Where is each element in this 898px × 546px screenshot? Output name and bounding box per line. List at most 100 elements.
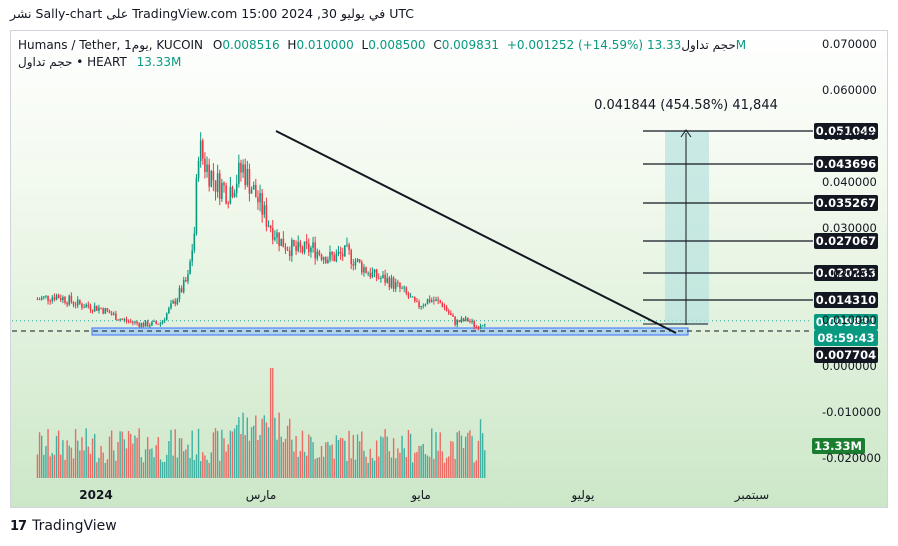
volume-bar <box>433 458 435 478</box>
target-label: 0.043696 <box>816 157 876 171</box>
candle-body <box>327 259 329 264</box>
candle <box>397 279 399 287</box>
candle-body <box>382 274 384 279</box>
candle-body <box>314 242 316 259</box>
volume-bar <box>265 422 268 478</box>
candle-body <box>149 325 151 327</box>
candle <box>144 319 147 327</box>
candle-body <box>380 278 382 279</box>
candle <box>407 291 410 300</box>
volume-bar <box>77 440 79 478</box>
volume-bar <box>236 424 238 478</box>
candle <box>127 319 130 324</box>
candle <box>369 267 372 279</box>
candle <box>117 319 119 321</box>
candle-body <box>397 282 399 284</box>
candle-body <box>301 247 304 253</box>
candle <box>214 180 217 201</box>
legend-symbol[interactable]: Humans / Tether, 1يوم, KUCOIN <box>18 38 204 52</box>
candle <box>280 238 283 247</box>
candle <box>259 184 261 212</box>
target-label-bg <box>814 292 878 308</box>
chart-canvas[interactable]: 0.051049 0.043696 0.035267 0.027067 0.020233… <box>0 0 898 510</box>
candle <box>43 296 45 300</box>
candle-body <box>255 184 257 198</box>
volume-bar <box>66 440 68 478</box>
y-tick-label: 0.020000 <box>822 267 877 281</box>
arrow-head-icon <box>680 129 692 138</box>
volume-bar <box>401 435 403 478</box>
candle <box>416 298 418 303</box>
candle-body <box>435 299 437 302</box>
candle <box>291 237 293 262</box>
candle-body <box>125 319 128 322</box>
volume-bar <box>104 462 106 478</box>
candle-body <box>467 317 469 322</box>
legend-close-label: C <box>433 38 442 52</box>
candle-body <box>363 267 365 273</box>
candle-body <box>303 241 306 253</box>
brand[interactable]: 17 TradingView <box>10 518 117 534</box>
candle <box>303 241 306 255</box>
candle <box>255 178 257 198</box>
candle-body <box>441 302 444 307</box>
volume-bar <box>361 431 363 478</box>
legend-volume-indicator: حجم تداول • HEART 13.33M <box>18 55 181 69</box>
volume-bar <box>303 451 306 478</box>
candle-body <box>129 321 132 323</box>
candle-body <box>87 304 90 307</box>
candle-body <box>102 308 104 314</box>
candle-body <box>407 293 410 298</box>
candle-body <box>110 313 113 315</box>
volume-bar <box>132 443 134 478</box>
candle <box>282 231 285 248</box>
y-tick-label: -0.010000 <box>822 405 881 419</box>
volume-bar <box>238 417 240 478</box>
volume-bar <box>395 458 397 478</box>
candle <box>373 269 376 277</box>
volume-bar <box>267 427 270 478</box>
volume-bar <box>149 449 151 478</box>
volume-bar <box>460 435 463 478</box>
y-tick-label: 0.060000 <box>822 83 877 97</box>
volume-bar <box>159 459 162 478</box>
candle <box>47 295 49 305</box>
candle-body <box>119 319 121 321</box>
candle-body <box>375 269 378 279</box>
volume-bar <box>418 445 420 478</box>
chart-frame[interactable] <box>10 30 888 508</box>
volume-bar <box>53 454 56 478</box>
candle-body <box>47 295 49 301</box>
volume-bar <box>471 436 473 478</box>
candle-body <box>223 182 225 186</box>
volume-bar <box>191 430 193 478</box>
candle <box>172 299 174 304</box>
indicator-label[interactable]: حجم تداول • HEART <box>18 55 127 69</box>
volume-bar <box>263 415 265 478</box>
candle <box>212 163 215 192</box>
candle <box>452 313 454 317</box>
candle <box>435 296 437 302</box>
candle <box>433 296 435 305</box>
candle <box>331 251 333 262</box>
candle-body <box>392 277 395 289</box>
candle-body <box>475 326 478 328</box>
candle <box>85 303 87 308</box>
candle <box>441 301 444 308</box>
candle <box>248 163 251 202</box>
volume-bar <box>60 454 62 478</box>
candle-body <box>320 254 323 260</box>
candle <box>134 320 136 325</box>
candle <box>324 256 327 264</box>
volume-bar <box>301 430 304 478</box>
candle-body <box>257 197 259 203</box>
candle-body <box>96 305 98 311</box>
candle-body <box>168 308 170 314</box>
candle-body <box>450 313 452 316</box>
candle-body <box>193 233 196 251</box>
candle <box>70 292 73 304</box>
volume-bar <box>276 439 278 478</box>
volume-bar <box>352 434 355 478</box>
candle <box>197 156 200 182</box>
y-tick-label: -0.020000 <box>822 451 881 465</box>
